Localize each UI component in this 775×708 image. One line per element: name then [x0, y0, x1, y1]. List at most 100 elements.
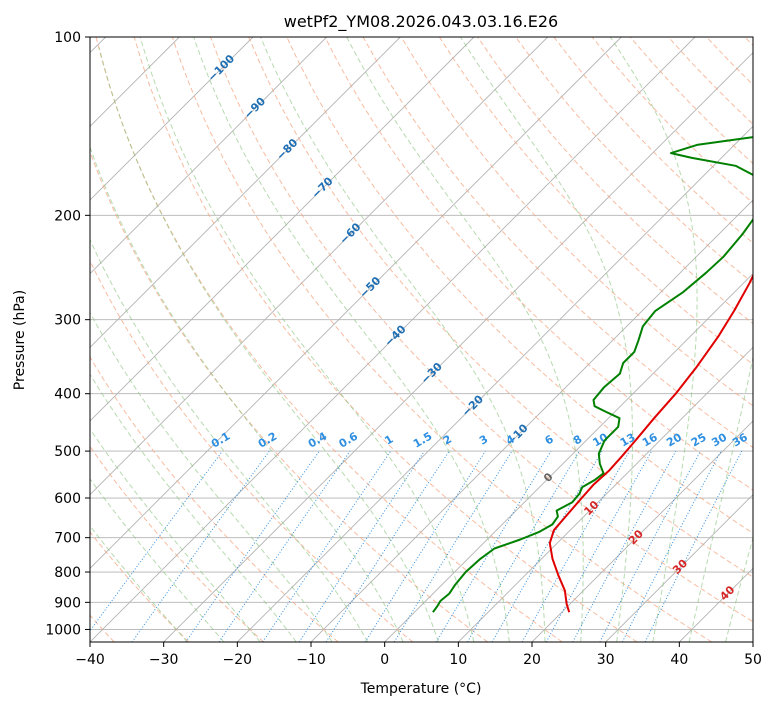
mixing-ratio-label: 0.4: [306, 429, 330, 450]
dry-adiabat-line: [591, 37, 753, 204]
moist-adiabat-line: [346, 37, 584, 642]
mixing-ratio-line: [325, 450, 450, 642]
isotherm-line: [384, 273, 753, 642]
profile-line: [548, 273, 753, 613]
dry-adiabat-label: −40: [382, 322, 409, 349]
dry-adiabat-label: 10: [581, 498, 601, 518]
moist-adiabat-line: [139, 37, 475, 642]
moist-adiabat-line: [90, 311, 333, 642]
mixing-ratio-label: 3: [477, 433, 490, 448]
isotherm-line: [90, 37, 548, 496]
dry-adiabat-label: −90: [242, 95, 269, 122]
mixing-ratio-line: [131, 450, 270, 642]
profile-line: [432, 136, 753, 613]
y-tick-label: 100: [54, 30, 81, 46]
moist-adiabat-line: [725, 536, 753, 642]
dry-adiabat-label: −70: [309, 174, 336, 201]
dry-adiabat-line: [744, 37, 753, 47]
mixing-ratio-line: [90, 450, 223, 632]
dry-adiabat-line: [133, 37, 638, 642]
mixing-ratio-label: 1.5: [411, 430, 434, 451]
dry-adiabat-label: −100: [205, 52, 237, 84]
moist-adiabat-line: [90, 478, 225, 642]
dry-adiabat-label: −20: [460, 392, 487, 419]
axes: −40 −30 −20 −10 0 10 20 30 40 5010020030040050060…: [45, 30, 762, 668]
plot-area: −100−90−80−70−60−50−40−30−20−10010203040…: [90, 37, 753, 642]
y-tick-label: 300: [54, 313, 81, 329]
dry-adiabat-line: [210, 37, 753, 623]
dry-adiabat-line: [324, 37, 753, 491]
x-tick-label: 20: [523, 652, 541, 668]
mixing-ratio-line: [435, 450, 552, 642]
mixing-ratio-label: 30: [709, 430, 729, 449]
mixing-ratio-label: 16: [640, 430, 660, 449]
dry-adiabat-line: [90, 531, 190, 642]
mixing-ratio-line: [621, 450, 722, 642]
isotherm-line: [90, 37, 696, 642]
mixing-ratio-label: 8: [571, 433, 584, 448]
mixing-ratio-label: 0.6: [337, 429, 361, 450]
dry-adiabat-label: 30: [670, 557, 690, 577]
isotherm-line: [458, 346, 753, 642]
mixing-ratio-line: [298, 450, 425, 642]
isotherm-line: [90, 37, 401, 348]
dry-adiabat-line: [668, 37, 753, 125]
moist-adiabat-line: [688, 354, 753, 642]
y-axis-label: Pressure (hPa): [12, 290, 28, 390]
mixing-ratio-line: [364, 450, 486, 642]
mixing-ratio-label: 0.2: [256, 430, 279, 451]
moist-adiabat-line: [98, 46, 439, 642]
moist-adiabat-line: [193, 37, 510, 642]
mixing-ratio-line: [644, 450, 743, 642]
moist-adiabat-line: [90, 373, 297, 642]
dry-adiabat-line: [362, 37, 753, 449]
mixing-ratio-line: [218, 450, 351, 642]
x-tick-label: −10: [296, 652, 326, 668]
dry-adiabat-line: [400, 37, 753, 407]
x-tick-label: 40: [670, 652, 688, 668]
mixing-ratio-line: [467, 450, 580, 642]
mixing-ratio-label: 1: [382, 433, 395, 448]
isotherm-line: [752, 641, 753, 642]
mixing-ratio-label: 2: [441, 433, 454, 448]
x-tick-label: −40: [75, 652, 105, 668]
dry-adiabat-line: [90, 259, 414, 642]
isotherm-line: [90, 37, 327, 275]
moist-adiabat-line: [90, 428, 261, 642]
mixing-ratio-line: [262, 450, 392, 642]
isotherm-line: [679, 567, 753, 642]
moist-adiabat-line: [260, 37, 546, 642]
moist-adiabat-line: [459, 37, 633, 642]
x-tick-label: 10: [449, 652, 467, 668]
moist-adiabat-line: [90, 145, 404, 642]
dry-adiabat-line: [90, 445, 264, 642]
dry-adiabat-line: [248, 37, 753, 578]
moist-adiabat-line: [90, 525, 188, 642]
y-tick-label: 700: [54, 531, 81, 547]
dry-adiabat-line: [90, 356, 339, 642]
mixing-ratio-label: 6: [543, 432, 556, 447]
dry-adiabat-line: [95, 37, 563, 642]
dry-adiabat-label: −80: [274, 136, 301, 163]
dry-adiabat-label: −60: [337, 220, 364, 247]
y-tick-label: 200: [54, 208, 81, 224]
moist-adiabat-line: [90, 238, 369, 642]
y-tick-label: 800: [54, 565, 81, 581]
x-tick-label: 0: [380, 652, 389, 668]
dry-adiabat-label: 40: [717, 583, 737, 603]
isotherm-line: [163, 52, 753, 642]
mixing-ratio-label: 0.1: [209, 430, 232, 451]
mixing-ratio-line: [572, 450, 677, 642]
dry-adiabat-line: [515, 37, 753, 284]
isotherm-line: [90, 37, 475, 422]
x-tick-label: 50: [744, 652, 762, 668]
plot-frame: [89, 36, 754, 643]
y-tick-label: 1000: [45, 622, 81, 638]
mixing-ratio-line: [599, 450, 701, 642]
mixing-ratio-line: [393, 450, 513, 642]
x-tick-label: −30: [149, 652, 179, 668]
isotherm-line: [605, 494, 753, 642]
isotherm-line: [310, 199, 753, 642]
x-tick-label: −20: [223, 652, 253, 668]
isotherm-line: [90, 37, 622, 569]
